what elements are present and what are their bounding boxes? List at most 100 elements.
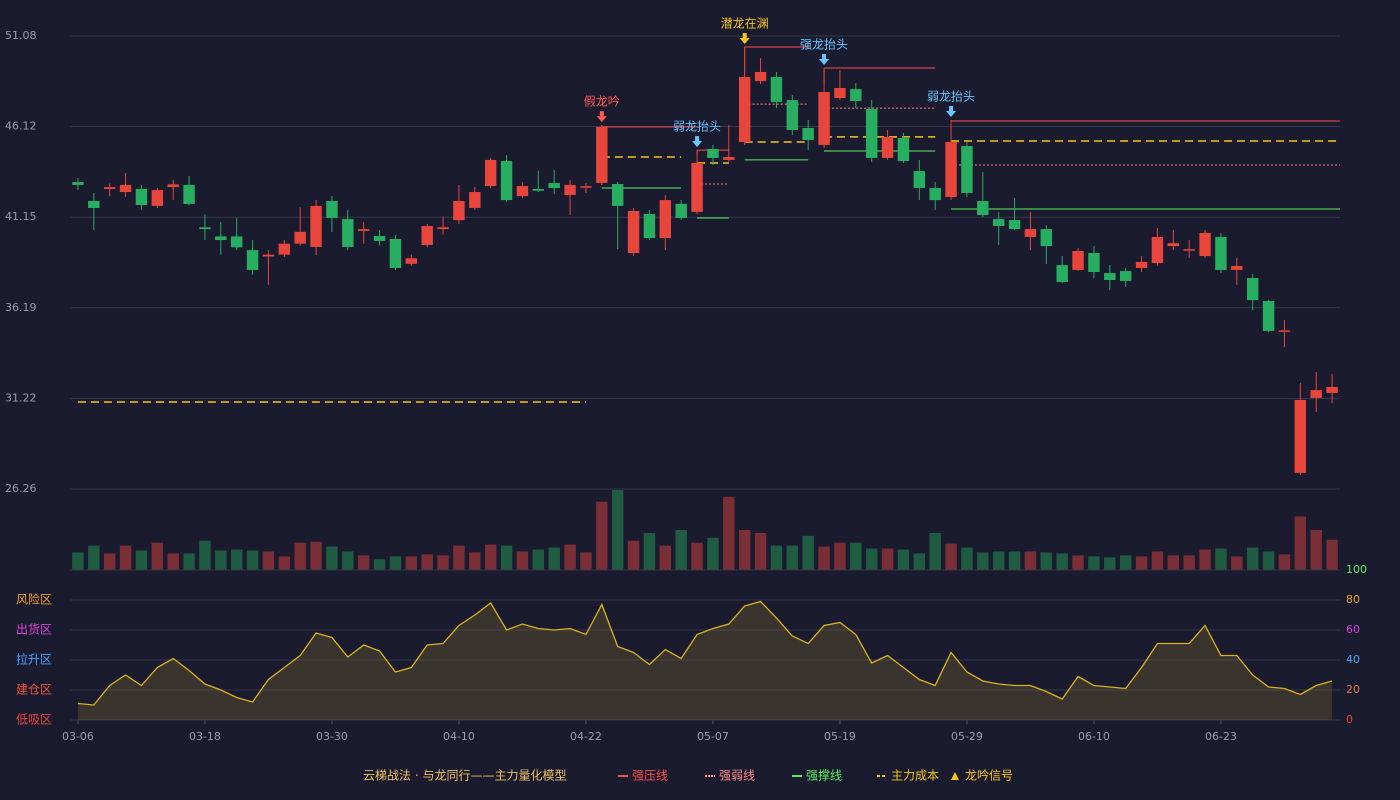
y2-tick-label: 0 — [1346, 713, 1353, 726]
volume-bar — [405, 556, 418, 570]
y2-tick-label: 60 — [1346, 623, 1360, 636]
volume-bar — [627, 540, 640, 570]
candle-body — [627, 211, 640, 254]
x-tick-label: 05-07 — [697, 730, 729, 743]
signal-label: 潜龙在渊 — [721, 16, 769, 30]
candle-body — [611, 184, 624, 206]
candle-body — [1199, 232, 1211, 257]
candle-body — [961, 146, 973, 193]
candle-body — [1310, 390, 1322, 398]
x-tick-label: 06-10 — [1078, 730, 1110, 743]
volume-bar — [1199, 549, 1211, 570]
signal-arrow — [946, 105, 957, 117]
candle-body — [215, 236, 227, 241]
volume-bar — [786, 545, 799, 570]
volume-bar — [437, 555, 449, 570]
candle-body — [992, 219, 1005, 226]
volume-bar — [72, 552, 84, 570]
candle-body — [342, 219, 354, 247]
x-tick-label: 03-06 — [62, 730, 94, 743]
candle-body — [834, 88, 846, 99]
candle-body — [659, 200, 672, 239]
volume-bar — [881, 548, 894, 570]
candle-body — [183, 184, 195, 204]
candle-body — [532, 188, 545, 191]
volume-bar — [1326, 539, 1338, 570]
candle-body — [1024, 229, 1037, 237]
volume-bar — [373, 559, 386, 570]
volume-bar — [945, 543, 957, 570]
candle-body — [580, 186, 592, 188]
candle-body — [754, 71, 767, 82]
y-tick-label: 31.22 — [5, 391, 37, 404]
signal-arrow — [739, 32, 750, 44]
volume-bar — [1040, 552, 1053, 570]
indicator-line — [77, 600, 1333, 706]
zone-label: 出货区 — [16, 622, 52, 637]
signal-arrow — [596, 111, 607, 123]
candle-body — [1008, 219, 1021, 230]
volume-bar — [675, 530, 687, 570]
candle-body — [675, 203, 687, 218]
volume-bar — [215, 550, 227, 570]
volume-bar — [230, 549, 243, 570]
candle-body — [373, 236, 386, 241]
indicator-area — [77, 601, 1333, 720]
volume-bar — [818, 546, 830, 570]
candle-body — [230, 236, 243, 248]
volume-bar — [1231, 556, 1243, 570]
candle-body — [262, 254, 275, 257]
candle-body — [135, 188, 148, 206]
candle-body — [484, 159, 497, 187]
candle-body — [707, 148, 719, 158]
x-tick-label: 04-10 — [443, 730, 475, 743]
volume-bar — [1056, 553, 1068, 570]
candle-body — [516, 186, 529, 197]
y2-tick-label: 20 — [1346, 683, 1360, 696]
candle-body — [72, 182, 84, 185]
volume-bar — [532, 549, 545, 570]
candle-body — [897, 138, 910, 162]
legend-label: 强弱线 — [719, 769, 755, 783]
volume-bar — [262, 551, 275, 570]
zone-label: 低吸区 — [16, 713, 52, 727]
volume-bar — [1310, 530, 1322, 570]
volume-bar — [659, 545, 672, 570]
legend-label: 龙吟信号 — [965, 768, 1013, 783]
candle-body — [1135, 261, 1148, 268]
signal-label: 强龙抬头 — [800, 37, 848, 51]
volume-bar — [1294, 516, 1307, 570]
y-tick-label: 46.12 — [5, 120, 37, 133]
volume-bar — [834, 542, 846, 570]
volume-bar — [167, 553, 179, 570]
signal-label: 弱龙抬头 — [927, 89, 975, 103]
volume-bar — [1262, 551, 1275, 570]
volume-bar — [580, 552, 592, 570]
zone-label: 建仓区 — [16, 683, 52, 697]
volume-bar — [596, 501, 608, 570]
volume-bar — [1088, 556, 1100, 570]
volume-bar — [278, 556, 291, 570]
chart-title: 云梯战法 · 与龙同行——主力量化模型 — [363, 769, 566, 783]
volume-bar — [103, 553, 116, 570]
volume-bar — [1183, 555, 1195, 570]
zone-label: 风险区 — [16, 592, 52, 607]
legend-label: 主力成本 — [891, 769, 939, 783]
candle-body — [167, 184, 179, 188]
candle-body — [1072, 251, 1084, 270]
candle-body — [437, 227, 449, 230]
volume-bar — [484, 544, 497, 570]
x-tick-label: 05-19 — [824, 730, 856, 743]
candle-body — [246, 250, 259, 270]
volume-bar — [770, 545, 783, 570]
legend-marker — [951, 772, 959, 780]
candle-body — [818, 92, 830, 145]
candle-body — [738, 77, 751, 143]
volume-bar — [135, 550, 148, 570]
candle-body — [913, 171, 926, 189]
legend-label: 强撑线 — [806, 768, 842, 783]
candle-body — [564, 184, 576, 195]
candle-body — [1056, 265, 1068, 283]
candle-body — [151, 190, 164, 206]
